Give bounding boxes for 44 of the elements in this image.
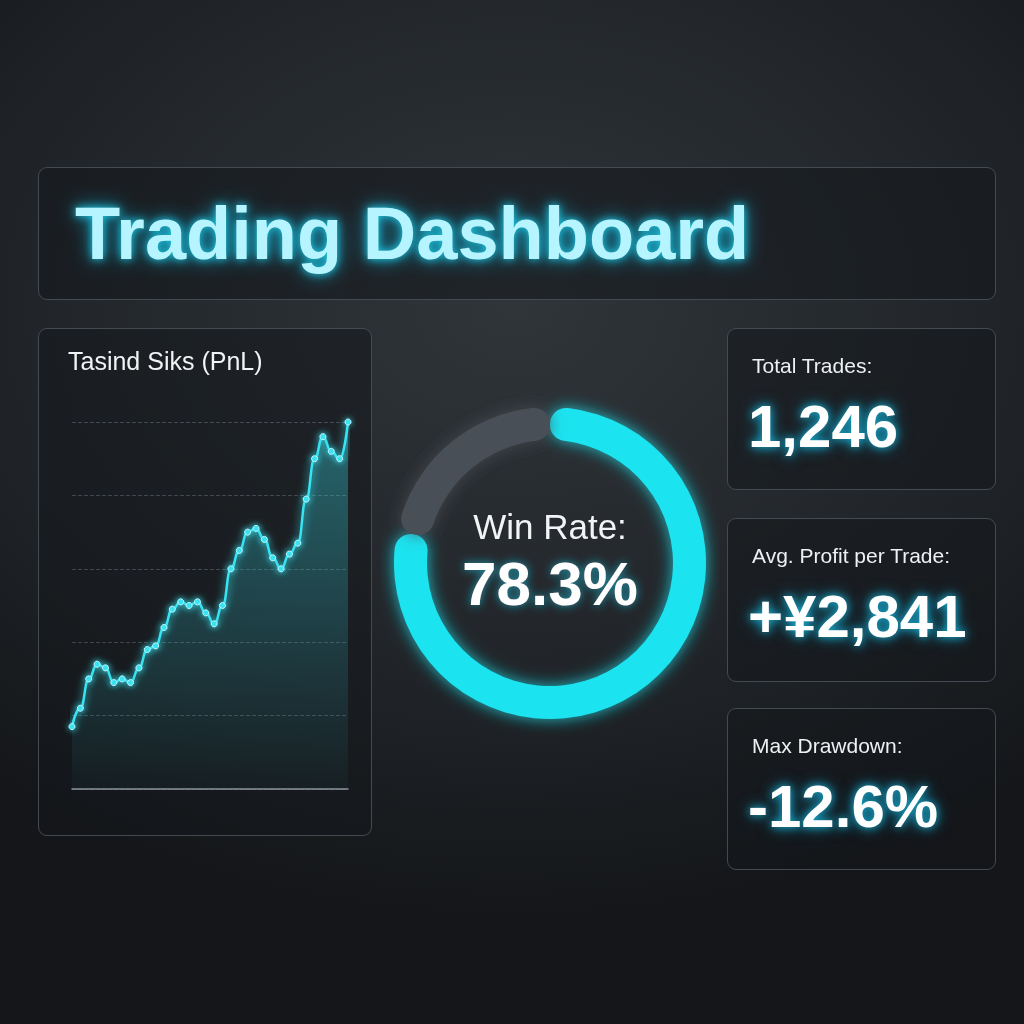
point <box>76 704 84 712</box>
point <box>269 554 277 562</box>
point <box>202 609 210 617</box>
text: Trading Dashboard <box>75 192 750 275</box>
text: Total Trades: <box>752 354 873 377</box>
point <box>110 679 118 687</box>
point <box>235 546 243 554</box>
point <box>68 723 76 731</box>
text: 1,246 <box>748 393 899 460</box>
point <box>143 646 151 654</box>
point <box>168 605 176 613</box>
point <box>302 495 310 503</box>
point <box>127 679 135 687</box>
point <box>152 642 160 650</box>
point <box>319 433 327 441</box>
point <box>193 598 201 606</box>
point <box>177 598 185 606</box>
point <box>219 602 227 609</box>
point <box>85 675 93 683</box>
point <box>260 535 268 543</box>
point <box>252 524 260 532</box>
text: Max Drawdown: <box>752 734 903 757</box>
text: Win Rate: <box>473 507 627 546</box>
text: Avg. Profit per Trade: <box>752 544 951 567</box>
point <box>227 565 235 573</box>
point <box>135 664 143 672</box>
point <box>311 455 319 463</box>
point <box>118 675 126 683</box>
point <box>277 565 285 573</box>
point <box>244 528 252 536</box>
text: 78.3% <box>462 548 638 618</box>
chart-title: Tasind Siks (PnL) <box>68 346 263 375</box>
point <box>327 447 335 455</box>
point <box>93 660 101 668</box>
point <box>344 418 352 426</box>
text: -12.6% <box>748 773 939 840</box>
point <box>294 539 302 547</box>
text: +¥2,841 <box>748 583 967 650</box>
point <box>285 550 293 558</box>
point <box>101 664 109 672</box>
point <box>160 624 168 632</box>
point <box>210 620 218 628</box>
point <box>336 455 344 463</box>
point <box>185 602 193 609</box>
